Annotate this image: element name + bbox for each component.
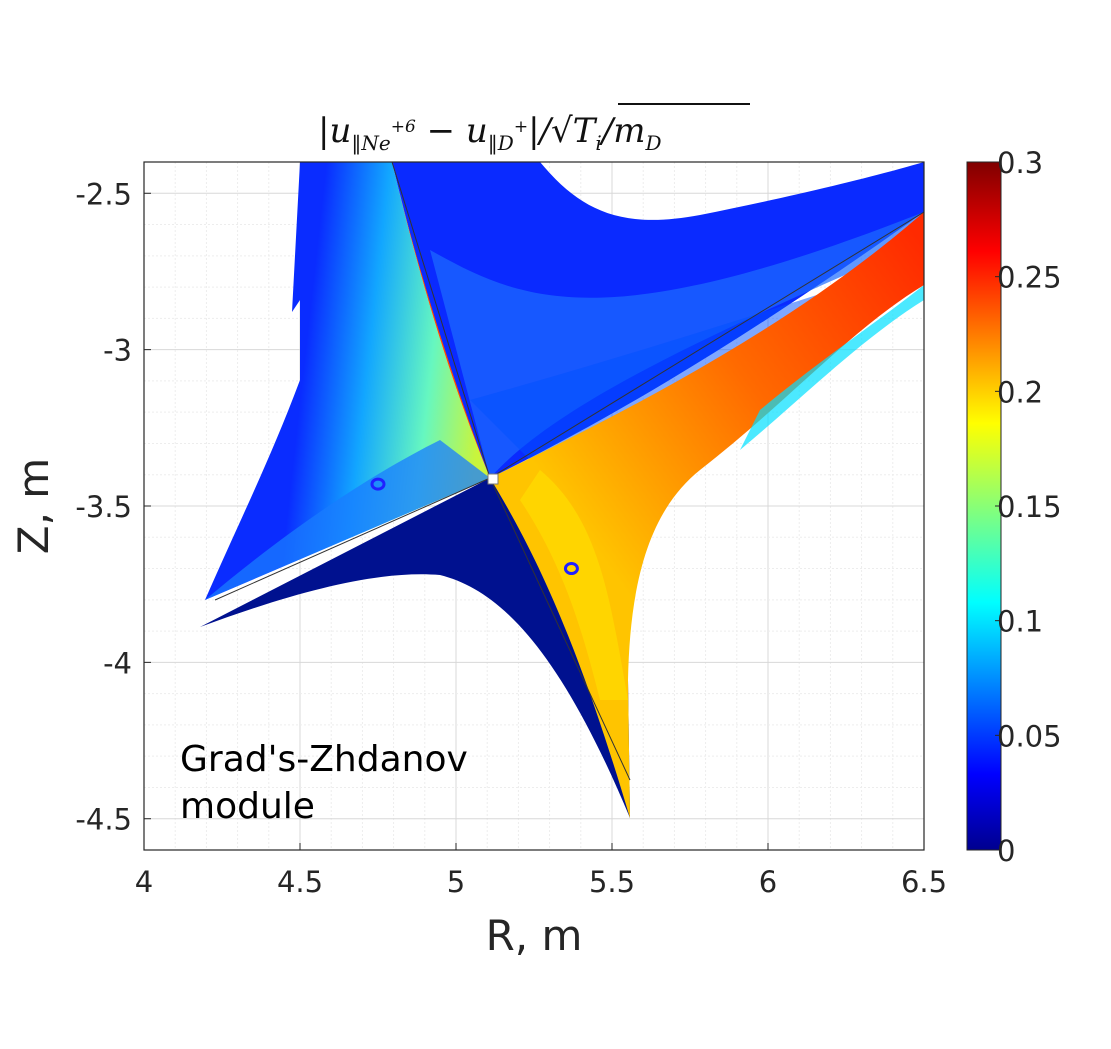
- x-tick-labels: 4 4.5 5 5.5 6 6.5: [135, 843, 947, 899]
- x-tick-label: 5.5: [589, 865, 635, 899]
- colorbar-tick-label: 0: [997, 834, 1015, 868]
- y-tick-label: -3.5: [75, 490, 132, 524]
- colorbar-tick-label: 0.1: [997, 605, 1043, 639]
- y-tick-label: -4: [103, 646, 132, 680]
- y-tick-label: -2.5: [75, 177, 132, 211]
- colorbar-tick-label: 0.2: [997, 375, 1043, 409]
- colorbar-tick-label: 0.15: [997, 490, 1062, 524]
- y-tick-label: -3: [103, 334, 132, 368]
- x-tick-label: 6.5: [901, 865, 947, 899]
- svg-text:Grad's-Zhdanov: Grad's-Zhdanov: [180, 739, 468, 780]
- colorbar-tick-label: 0.3: [997, 146, 1043, 180]
- y-tick-label: -4.5: [75, 803, 132, 837]
- probe-marker: [563, 562, 579, 576]
- probe-marker: [370, 477, 386, 491]
- annotation-text: Grad's-Zhdanov module: [180, 739, 468, 827]
- y-axis-label: Z, m: [9, 458, 58, 554]
- svg-text:|u‖Ne+6 − u‖D+|/√Ti/mD: |u‖Ne+6 − u‖D+|/√Ti/mD: [318, 111, 662, 156]
- x-tick-label: 6: [759, 865, 777, 899]
- x-tick-label: 5: [447, 865, 465, 899]
- probe-markers: [370, 477, 579, 576]
- x-point-marker: [487, 473, 499, 485]
- heatmap-field: [200, 162, 924, 818]
- chart-title: |u‖Ne+6 − u‖D+|/√Ti/mD: [318, 103, 750, 156]
- x-axis-label: R, m: [486, 911, 583, 960]
- y-tick-labels: -2.5 -3 -3.5 -4 -4.5: [75, 177, 151, 837]
- svg-text:module: module: [180, 786, 315, 827]
- x-tick-label: 4.5: [277, 865, 323, 899]
- colorbar-tick-label: 0.05: [997, 719, 1062, 753]
- region-private: [200, 478, 630, 818]
- colorbar: 0 0.05 0.1 0.15 0.2 0.25 0.3: [966, 146, 1062, 868]
- colorbar-tick-label: 0.25: [997, 261, 1062, 295]
- x-tick-label: 4: [135, 865, 153, 899]
- plot-area: 4 4.5 5 5.5 6 6.5 -2.5 -3 -3.5 -4 -4.5 Grad's-Zhd…: [75, 161, 947, 899]
- colorbar-ticks: 0 0.05 0.1 0.15 0.2 0.25 0.3: [995, 146, 1062, 868]
